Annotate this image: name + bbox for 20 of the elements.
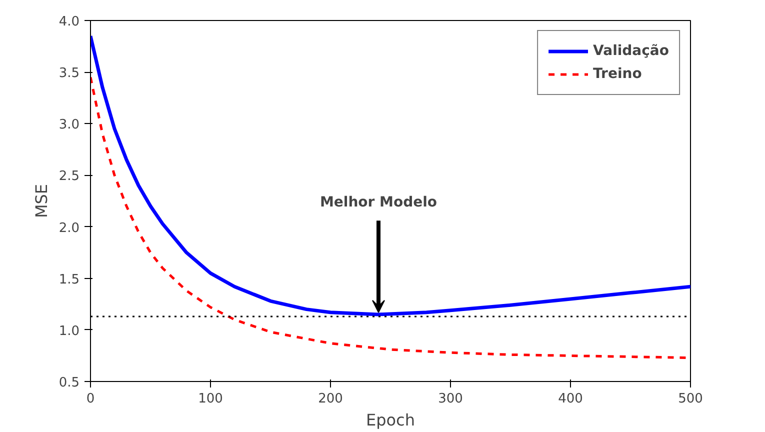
- y-tick-label: 1.0: [58, 324, 80, 339]
- annotation: Melhor Modelo: [320, 194, 438, 210]
- y-tick-label: 2.5: [58, 169, 80, 184]
- y-axis-title: MSE: [32, 184, 51, 218]
- x-tick-label: 200: [318, 392, 343, 406]
- x-axis-title: Epoch: [366, 410, 416, 430]
- x-tick-label: 300: [438, 392, 463, 406]
- x-tick-label: 400: [558, 392, 583, 406]
- legend-label: Treino: [593, 66, 642, 82]
- x-tick-label: 500: [678, 392, 703, 406]
- legend-label: Validação: [593, 43, 669, 59]
- y-tick-label: 0.5: [58, 376, 80, 390]
- y-tick-label: 4.0: [58, 14, 80, 30]
- x-tick-label: 0: [86, 392, 95, 406]
- y-tick-label: 2.0: [58, 220, 80, 236]
- line-series: [90, 34, 690, 316]
- y-tick-label: 3.5: [58, 66, 80, 82]
- y-tick-label: 3.0: [58, 118, 80, 133]
- x-tick-label: 100: [198, 392, 223, 406]
- y-tick-label: 1.5: [58, 272, 80, 288]
